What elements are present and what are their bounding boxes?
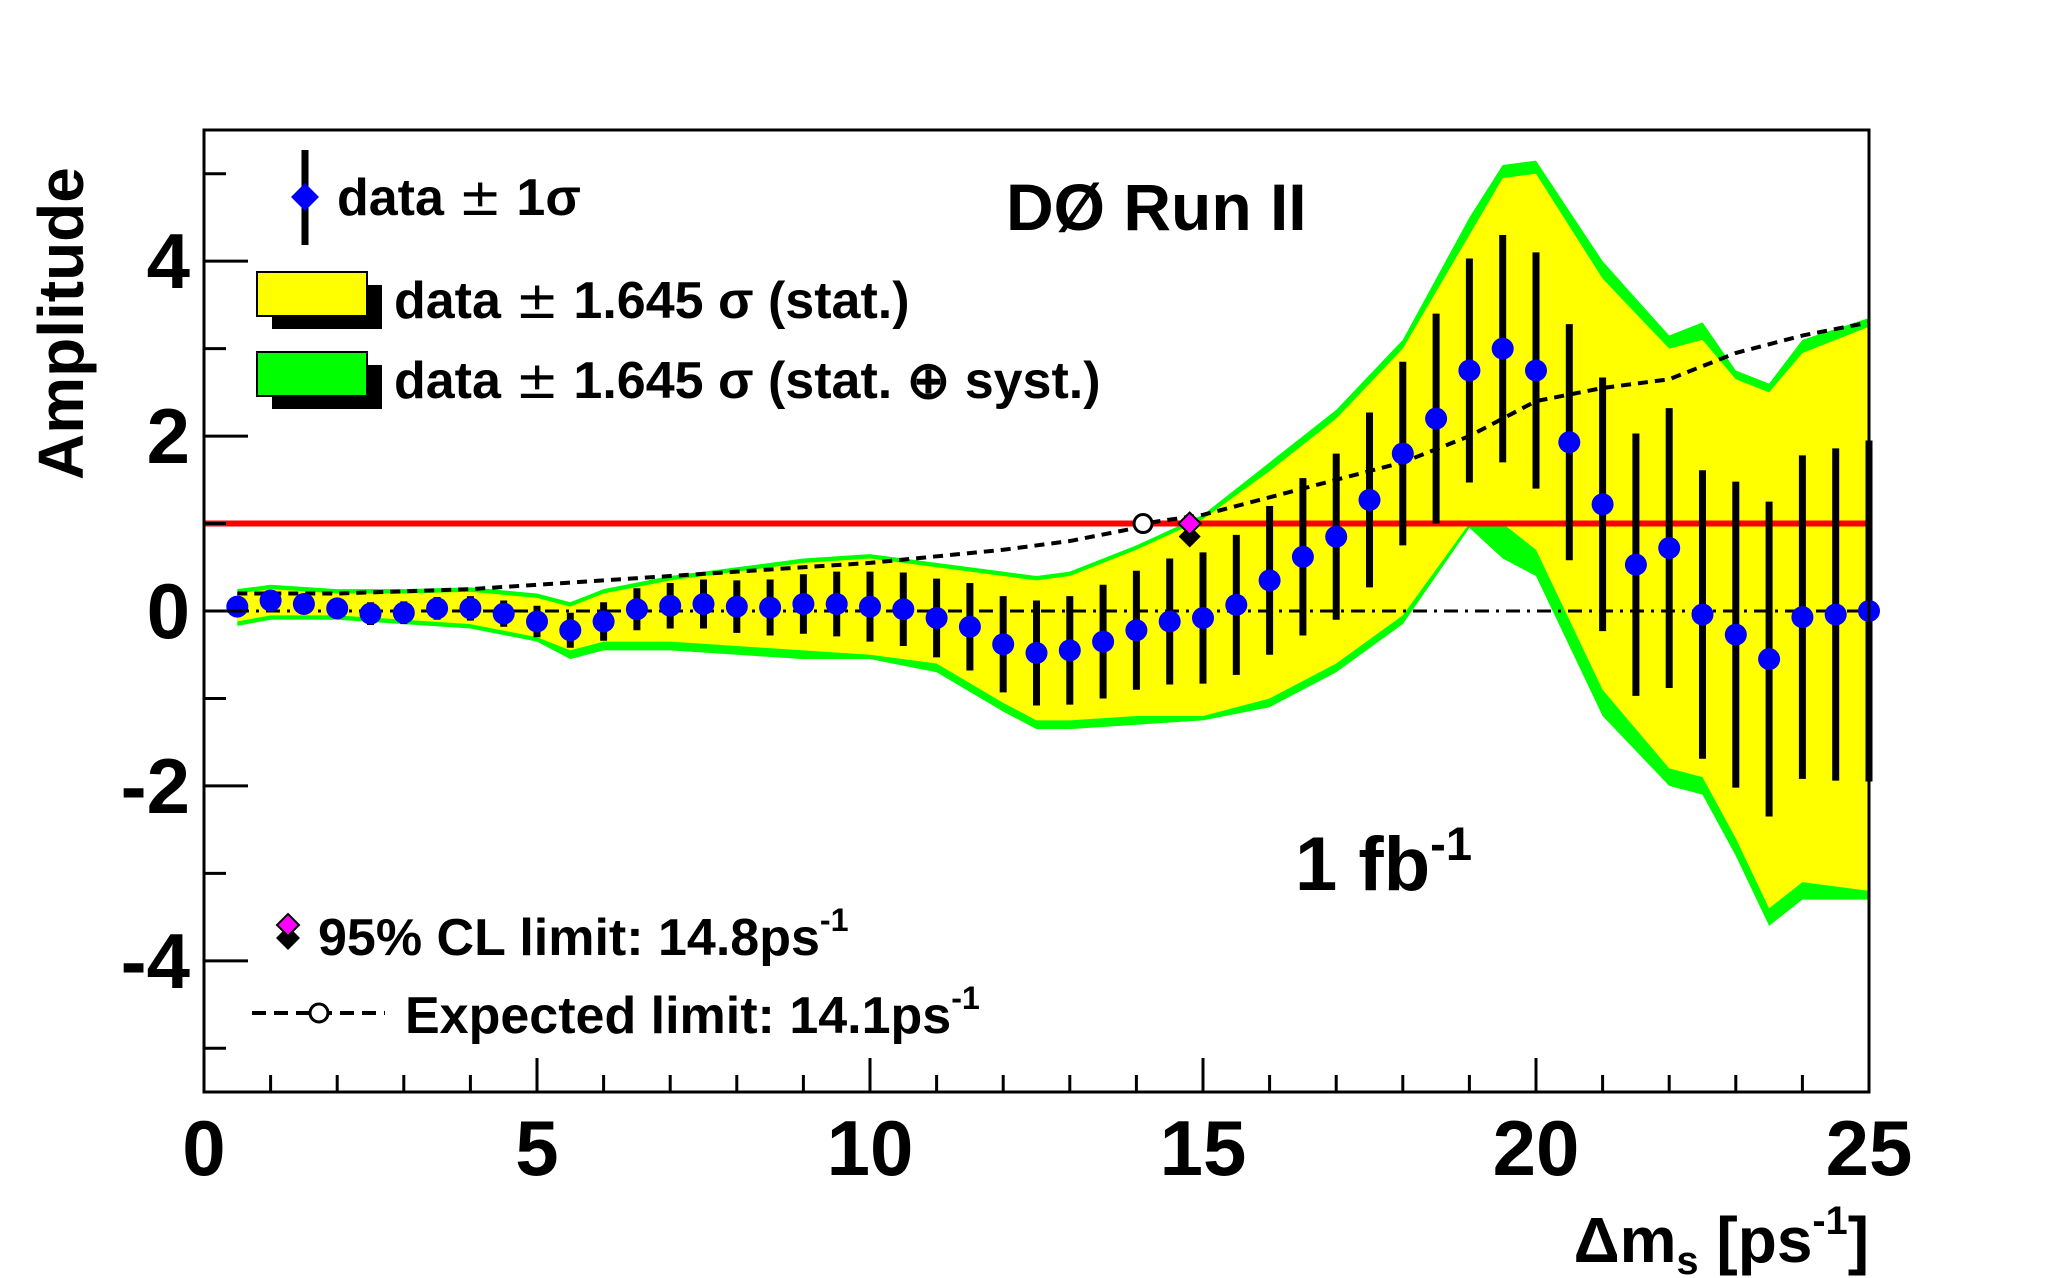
legend-data-label: data ± 1σ	[337, 168, 581, 228]
limit-markers	[1132, 511, 1203, 548]
data-point	[292, 593, 315, 616]
y-tick-label: -2	[121, 742, 190, 830]
data-point	[1158, 610, 1181, 633]
axis-tick-labels: 0 5 10 15 20 25 -4 -2 0 2 4	[121, 217, 1913, 1192]
data-point	[1092, 630, 1115, 653]
cl-limit-marker	[1177, 511, 1203, 536]
data-point	[426, 597, 449, 620]
data-point	[459, 597, 482, 620]
data-point	[326, 597, 349, 620]
legend-stat-swatch	[256, 271, 368, 317]
x-tick-label: 25	[1826, 1104, 1913, 1192]
legend-syst-swatch	[256, 351, 368, 397]
data-point	[1425, 407, 1448, 430]
y-tick-label: 0	[147, 567, 190, 655]
data-point	[792, 593, 815, 616]
axis-ticks	[202, 172, 1871, 1092]
data-point	[892, 598, 915, 621]
data-point	[1791, 606, 1814, 629]
x-tick-label: 20	[1493, 1104, 1580, 1192]
y-axis-title: Amplitude	[25, 167, 97, 480]
data-point	[1325, 525, 1348, 548]
data-point	[1525, 359, 1547, 382]
data-point	[825, 593, 848, 616]
reference-lines	[204, 520, 1869, 613]
data-point	[1391, 442, 1414, 465]
legend-point-icon	[291, 183, 319, 211]
experiment-label: DØ Run II	[1006, 170, 1307, 244]
data-point	[492, 602, 515, 625]
legend-cl-diamond-shadow	[276, 926, 300, 950]
y-tick-label: 4	[147, 217, 190, 305]
expected-limit-curve	[237, 320, 1870, 596]
data-point	[1125, 619, 1148, 642]
data-point	[1291, 545, 1314, 568]
data-point	[1591, 493, 1614, 516]
data-point	[1558, 431, 1581, 454]
legend-expected-circle-icon	[308, 1002, 330, 1024]
data-point	[958, 615, 981, 638]
legend-expected: Expected limit: 14.1ps-1	[252, 980, 980, 1045]
legend-expected-label: Expected limit: 14.1ps-1	[405, 980, 980, 1045]
data-point	[692, 593, 715, 616]
data-point	[1058, 639, 1081, 662]
legend-cl-limit: 95% CL limit: 14.8ps-1	[275, 902, 849, 967]
luminosity-label: 1 fb-1	[1295, 817, 1472, 907]
expected-limit-marker	[1132, 513, 1154, 535]
expected-limit-line	[237, 320, 1870, 596]
data-point	[1824, 603, 1847, 626]
data-point	[1258, 569, 1281, 592]
data-point	[359, 602, 382, 625]
x-tick-label: 10	[827, 1104, 914, 1192]
data-point	[625, 598, 648, 621]
data-point	[1724, 623, 1747, 646]
legend-cl-diamond-icon	[275, 912, 301, 938]
x-tick-label: 5	[515, 1104, 558, 1192]
data-point	[759, 596, 782, 619]
data-point	[559, 619, 582, 642]
data-point	[992, 633, 1015, 656]
data-point	[859, 595, 881, 618]
data-point	[1691, 603, 1714, 626]
cl-limit-marker-shadow	[1178, 525, 1201, 548]
uncertainty-bands	[237, 160, 1869, 926]
data-point	[526, 610, 548, 633]
data-point	[659, 594, 682, 617]
data-point	[925, 606, 948, 629]
legend-syst-label: data ± 1.645 σ (stat. ⊕ syst.)	[394, 351, 1101, 411]
legend-stat-label: data ± 1.645 σ (stat.)	[394, 271, 910, 331]
data-point	[1192, 606, 1214, 629]
legend-stat: data ± 1.645 σ (stat.)	[256, 271, 910, 331]
data-point	[1225, 593, 1248, 616]
data-point	[1358, 488, 1381, 511]
data-point	[259, 589, 282, 612]
data-point	[1758, 648, 1781, 671]
data-point	[725, 595, 748, 618]
x-tick-label: 15	[1160, 1104, 1247, 1192]
data-point	[1624, 553, 1647, 576]
legend-data: data ± 1σ	[291, 150, 581, 245]
data-point	[1658, 537, 1681, 560]
data-point	[1458, 359, 1481, 382]
data-point	[226, 595, 249, 618]
y-tick-label: 2	[147, 392, 190, 480]
stat-band-area	[237, 173, 1869, 909]
data-point	[592, 610, 615, 633]
x-tick-label: 0	[182, 1104, 225, 1192]
y-tick-label: -4	[121, 917, 190, 1005]
legend-cl-label: 95% CL limit: 14.8ps-1	[318, 902, 849, 967]
x-axis-title: Δms [ps-1]	[1574, 1199, 1869, 1278]
legend-syst: data ± 1.645 σ (stat. ⊕ syst.)	[256, 351, 1101, 411]
data-point	[1491, 337, 1514, 360]
data-point	[1025, 641, 1048, 664]
data-point	[392, 601, 415, 624]
